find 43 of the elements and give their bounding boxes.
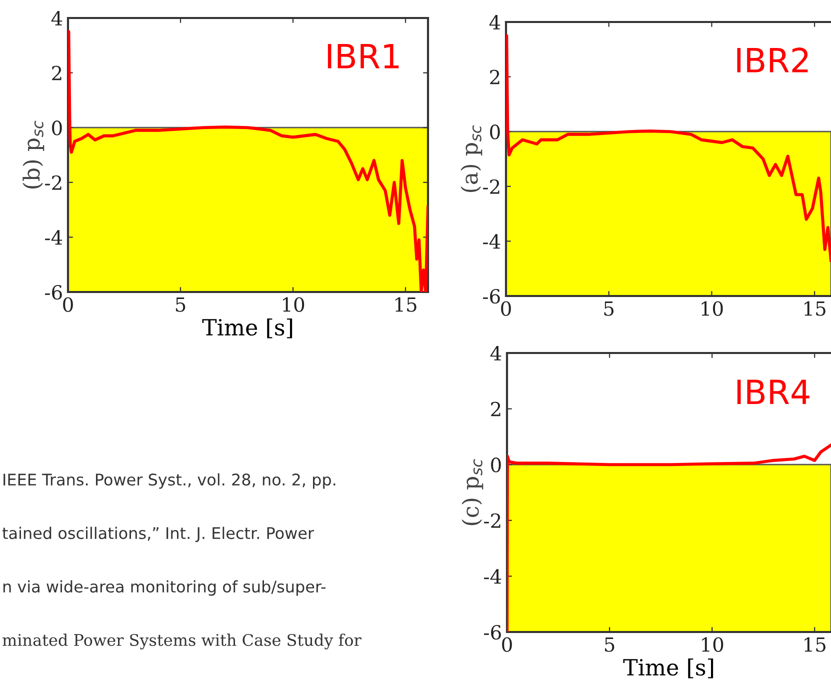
y-tick-label: -4 bbox=[484, 569, 502, 584]
x-tick-label: 10 bbox=[283, 297, 304, 312]
text: tained oscillations,” Int. J. Electr. Power bbox=[2, 526, 314, 542]
y-tick-label: -2 bbox=[45, 175, 62, 190]
x-tick-label: 0 bbox=[502, 637, 512, 652]
y-tick-label: -2 bbox=[484, 513, 500, 528]
annotation: IBR2 bbox=[737, 48, 808, 72]
y-tick-label: -4 bbox=[483, 234, 500, 249]
y-tick-label: 0 bbox=[52, 120, 62, 136]
annotation: IBR1 bbox=[328, 44, 399, 68]
y-tick-label: -4 bbox=[45, 230, 62, 245]
y-tick-label: -6 bbox=[45, 284, 62, 300]
x-tick-label: 5 bbox=[605, 637, 614, 652]
y-tick-label: 0 bbox=[490, 124, 500, 140]
x-tick-label: 10 bbox=[702, 637, 724, 652]
y-axis-title: (b) p$_{sc}$ bbox=[22, 120, 44, 188]
annotation: IBR4 bbox=[737, 380, 810, 404]
text: IEEE Trans. Power Syst., vol. 28, no. 2, pp. bbox=[4, 473, 336, 489]
y-tick-label: 2 bbox=[490, 70, 500, 84]
x-tick-label: 15 bbox=[804, 637, 826, 652]
y-tick-label: 2 bbox=[491, 402, 500, 416]
y-tick-label: 4 bbox=[490, 346, 502, 360]
x-axis-title: Time [s] bbox=[202, 318, 292, 338]
x-tick-label: 0 bbox=[63, 297, 73, 312]
line-series bbox=[506, 34, 831, 262]
y-axis-title: (a) p$_{sc}$ bbox=[460, 125, 482, 192]
x-tick-label: 5 bbox=[604, 301, 614, 316]
y-tick-label: 0 bbox=[491, 458, 501, 472]
text: minated Power Systems with Case Study for bbox=[2, 634, 362, 650]
x-tick-label: 0 bbox=[501, 301, 511, 316]
x-tick-label: 10 bbox=[702, 301, 723, 316]
y-tick-label: -6 bbox=[483, 288, 500, 304]
y-tick-label: -6 bbox=[484, 624, 501, 640]
y-tick-label: -2 bbox=[483, 179, 500, 194]
y-tick-label: 4 bbox=[489, 14, 500, 30]
y-tick-label: 2 bbox=[52, 66, 62, 80]
x-tick-label: 15 bbox=[396, 297, 416, 312]
x-tick-label: 5 bbox=[176, 297, 186, 312]
text: n via wide-area monitoring of sub/super- bbox=[3, 580, 326, 596]
y-axis-title: (c) p$_{sc}$ bbox=[462, 459, 484, 526]
y-tick-label: 4 bbox=[51, 10, 62, 26]
x-axis-title: Time [s] bbox=[623, 658, 714, 678]
x-tick-label: 15 bbox=[804, 301, 826, 316]
